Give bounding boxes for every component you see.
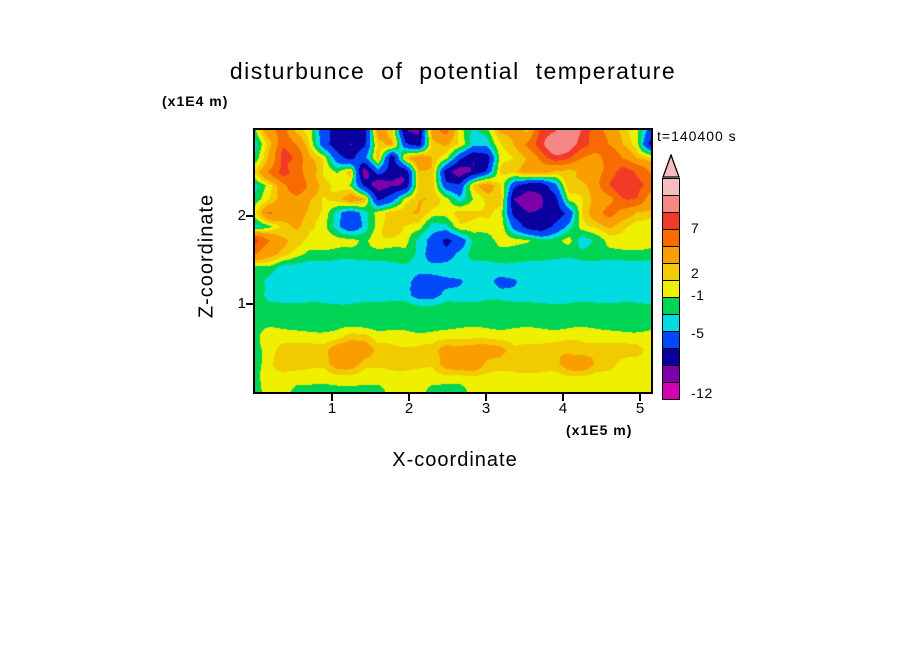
colorbar-label: -12: [691, 384, 713, 401]
time-annotation: t=140400 s: [657, 128, 737, 144]
x-tick-mark: [485, 394, 487, 401]
x-tick-label: 4: [558, 400, 568, 417]
colorbar-overflow-arrow-icon: [662, 154, 680, 178]
x-tick-label: 1: [327, 400, 337, 417]
colorbar-label: -1: [691, 286, 705, 303]
colorbar-segment: [663, 315, 679, 332]
x-tick-mark: [331, 394, 333, 401]
x-tick-label: 3: [481, 400, 491, 417]
chart-title: disturbunce of potential temperature: [229, 58, 677, 84]
z-tick-mark: [246, 215, 253, 217]
colorbar-segment: [663, 383, 679, 399]
colorbar-label: 2: [691, 265, 700, 282]
colorbar-segment: [663, 281, 679, 298]
x-axis-units-label: (x1E5 m): [566, 422, 633, 438]
colorbar-segment: [663, 230, 679, 247]
colorbar: [662, 178, 680, 400]
colorbar-segment: [663, 247, 679, 264]
colorbar-label: -5: [691, 324, 705, 341]
heatmap-canvas: [255, 130, 651, 392]
colorbar-segment: [663, 179, 679, 196]
z-tick-label: 2: [237, 207, 246, 224]
x-tick-label: 5: [635, 400, 645, 417]
x-tick-label: 2: [404, 400, 414, 417]
colorbar-segment: [663, 366, 679, 383]
x-axis-title: X-coordinate: [392, 449, 518, 471]
heatmap-plot-frame: [253, 128, 653, 394]
z-axis-units-label: (x1E4 m): [162, 93, 229, 109]
x-tick-mark: [639, 394, 641, 401]
colorbar-segment: [663, 332, 679, 349]
z-tick-label: 1: [237, 295, 246, 312]
x-tick-mark: [408, 394, 410, 401]
colorbar-segment: [663, 298, 679, 315]
colorbar-segment: [663, 264, 679, 281]
x-tick-mark: [562, 394, 564, 401]
colorbar-segment: [663, 196, 679, 213]
colorbar-label: 7: [691, 219, 700, 236]
colorbar-labels: 7 2 -1 -5 -12: [691, 178, 733, 401]
z-axis-title: Z-coordinate: [195, 193, 218, 319]
colorbar-segment: [663, 213, 679, 230]
colorbar-segment: [663, 349, 679, 366]
z-tick-mark: [246, 303, 253, 305]
